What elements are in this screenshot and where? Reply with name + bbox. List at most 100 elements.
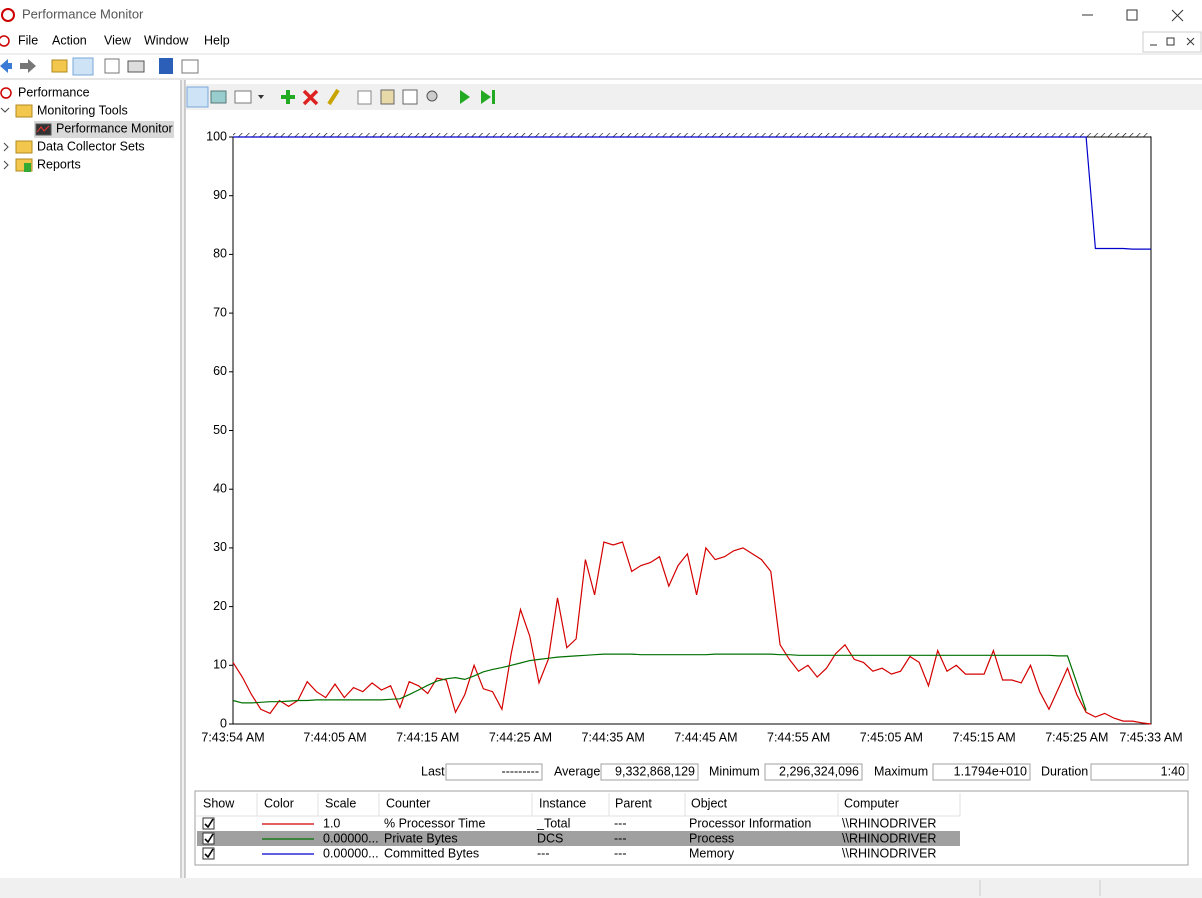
tree-item[interactable]: Performance	[18, 85, 90, 99]
y-tick-label: 10	[213, 658, 227, 672]
stat-label: Maximum	[874, 764, 928, 778]
cell-scale: 0.00000...	[323, 831, 379, 845]
x-tick-label: 7:45:05 AM	[860, 730, 923, 744]
column-header: Object	[691, 796, 728, 810]
show-checkbox[interactable]	[202, 817, 215, 830]
stat-label: Duration	[1041, 764, 1088, 778]
menu-item[interactable]: Window	[144, 33, 189, 47]
print-button[interactable]	[127, 60, 145, 73]
check-mark	[204, 833, 214, 844]
menu-icon	[0, 35, 10, 47]
plot: 0 10 20 30 40 50 60 70 80 90 100 7:43:54 AM 7:44:05 …	[201, 129, 1182, 744]
help-button[interactable]	[159, 58, 173, 74]
tree-icon	[24, 163, 31, 172]
window-title: Performance Monitor	[22, 6, 144, 21]
cell-instance: ---	[537, 846, 550, 860]
show-checkbox[interactable]	[202, 847, 215, 860]
cell-object: Memory	[689, 846, 735, 860]
stat-label: Average	[554, 764, 600, 778]
chart-toolbar	[186, 84, 1202, 110]
x-tick-label: 7:45:15 AM	[952, 730, 1015, 744]
mdi-restore[interactable]	[1166, 37, 1175, 46]
zoom-button[interactable]	[426, 90, 438, 102]
y-tick-label: 20	[213, 599, 227, 613]
tree-expander[interactable]	[3, 160, 9, 170]
column-header: Show	[203, 796, 235, 810]
tree-item[interactable]: Reports	[37, 157, 81, 171]
stat-value: 1:40	[1161, 764, 1185, 778]
view-button[interactable]	[181, 59, 199, 74]
view-histogram-button[interactable]	[210, 90, 227, 104]
stat-value: 9,332,868,129	[615, 764, 695, 778]
update-data-button[interactable]	[481, 90, 495, 104]
paste-button[interactable]	[380, 89, 395, 105]
tree-icon	[0, 87, 12, 99]
x-tick-label: 7:44:15 AM	[396, 730, 459, 744]
check-mark	[204, 848, 214, 859]
tree-selection	[34, 121, 174, 138]
tree-item[interactable]: Data Collector Sets	[37, 139, 145, 153]
x-tick-label: 7:44:45 AM	[674, 730, 737, 744]
add-counter-button[interactable]	[281, 90, 295, 104]
x-tick-label: 7:45:33 AM	[1119, 730, 1182, 744]
y-tick-label: 60	[213, 364, 227, 378]
tree-item[interactable]: Performance Monitor	[56, 121, 173, 135]
x-tick-label: 7:44:55 AM	[767, 730, 830, 744]
close-button[interactable]	[1171, 9, 1184, 22]
mdi-controls	[1142, 31, 1202, 53]
x-tick-label: 7:45:25 AM	[1045, 730, 1108, 744]
x-tick-label: 7:44:35 AM	[582, 730, 645, 744]
counter-table	[194, 790, 1189, 866]
mdi-close[interactable]	[1186, 37, 1195, 46]
cell-object: Process	[689, 831, 734, 845]
view-graph-button[interactable]	[186, 86, 209, 108]
y-tick-label: 70	[213, 305, 227, 319]
column-header: Counter	[386, 796, 430, 810]
dropdown-arrow[interactable]	[258, 95, 264, 99]
show-checkbox[interactable]	[202, 832, 215, 845]
back-button[interactable]	[0, 59, 12, 73]
stat-box	[764, 763, 863, 781]
tree-icon	[15, 140, 33, 154]
highlight-button[interactable]	[327, 88, 340, 106]
maximize-button[interactable]	[1126, 9, 1138, 21]
cell-computer: \\RHINODRIVER	[842, 831, 936, 845]
properties-button[interactable]	[104, 58, 120, 74]
x-tick-label: 7:44:25 AM	[489, 730, 552, 744]
cell-parent: ---	[614, 846, 627, 860]
menu-item[interactable]: Help	[204, 33, 230, 47]
change-graph-type-button[interactable]	[234, 90, 252, 104]
column-header: Computer	[844, 796, 899, 810]
column-header: Color	[264, 796, 294, 810]
stat-value: 2,296,324,096	[779, 764, 859, 778]
forward-button[interactable]	[20, 59, 36, 73]
menu-bar	[0, 30, 1202, 54]
tree-expander[interactable]	[0, 107, 10, 113]
stats-bar: Last --------- Average 9,332,868,129 Minimum…	[421, 763, 1189, 781]
status-bar	[0, 878, 1202, 898]
copy-button[interactable]	[357, 90, 372, 105]
cell-computer: \\RHINODRIVER	[842, 846, 936, 860]
y-tick-label: 100	[206, 129, 227, 143]
show-tree-button[interactable]	[72, 57, 94, 76]
counter-table-body: Show Color Scale Counter Instance Parent Objec…	[196, 793, 961, 860]
plot-area	[232, 136, 1152, 725]
x-tick-label: 7:43:54 AM	[201, 730, 264, 744]
menu-item[interactable]: File	[18, 33, 38, 47]
toolbar	[0, 55, 1202, 78]
up-button[interactable]	[51, 59, 68, 73]
tree-item[interactable]: Monitoring Tools	[37, 103, 128, 117]
delete-counter-button[interactable]	[302, 89, 319, 106]
stat-value: ---------	[502, 764, 539, 778]
tree-expander[interactable]	[3, 142, 9, 152]
menu-item[interactable]: Action	[52, 33, 87, 47]
cell-parent: ---	[614, 831, 627, 845]
properties-button[interactable]	[402, 89, 418, 105]
cell-instance: _Total	[536, 816, 570, 830]
menu-item[interactable]: View	[104, 33, 132, 47]
unfreeze-button[interactable]	[460, 90, 470, 104]
splitter[interactable]	[182, 80, 185, 878]
series-line	[232, 541, 1152, 725]
y-tick-label: 30	[213, 540, 227, 554]
